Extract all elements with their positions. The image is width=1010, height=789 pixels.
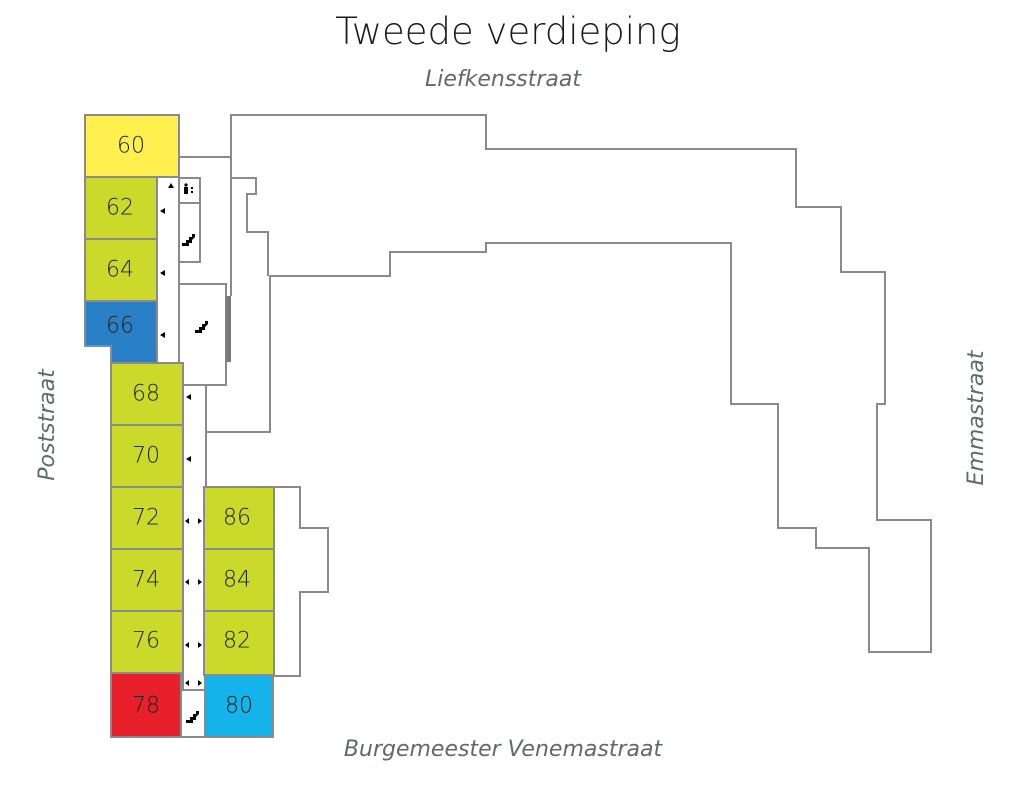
- toilet-icon: [184, 183, 193, 194]
- annex-outline: [273, 486, 329, 677]
- svg-text:82: 82: [223, 629, 251, 654]
- svg-text:78: 78: [132, 694, 160, 719]
- building-outline: [179, 114, 932, 653]
- toilet-room: [178, 177, 201, 204]
- wall-segment: [226, 296, 231, 362]
- stairs-icon: [195, 321, 208, 333]
- arrow-icon: [185, 518, 202, 524]
- stairwell-2: [178, 283, 227, 386]
- unit-84[interactable]: 84: [203, 548, 275, 612]
- unit-62[interactable]: 62: [84, 176, 158, 240]
- svg-text:68: 68: [132, 382, 160, 407]
- svg-text:72: 72: [132, 506, 160, 531]
- arrow-icon: [160, 208, 165, 214]
- arrow-icon: [185, 642, 202, 648]
- unit-70[interactable]: 70: [110, 424, 184, 488]
- arrow-icon: [186, 394, 191, 400]
- unit-68[interactable]: 68: [110, 362, 184, 426]
- unit-80[interactable]: 80: [204, 674, 274, 738]
- svg-text:76: 76: [132, 629, 160, 654]
- unit-60[interactable]: 60: [84, 114, 180, 178]
- svg-text:86: 86: [223, 506, 251, 531]
- svg-text:62: 62: [106, 196, 134, 221]
- svg-text:64: 64: [106, 258, 134, 283]
- unit-78[interactable]: 78: [110, 672, 182, 738]
- arrow-icon: [186, 456, 191, 462]
- stairs-icon: [182, 234, 195, 246]
- arrow-icon: [168, 183, 174, 188]
- unit-86[interactable]: 86: [203, 486, 275, 550]
- svg-text:74: 74: [132, 568, 160, 593]
- svg-text:60: 60: [117, 134, 145, 159]
- unit-82[interactable]: 82: [203, 610, 275, 676]
- stairwell-3: [180, 689, 206, 738]
- svg-text:66: 66: [106, 314, 134, 339]
- arrow-icon: [160, 332, 165, 338]
- street-label-south: Burgemeester Venemastraat: [344, 737, 664, 762]
- unit-76[interactable]: 76: [110, 610, 184, 674]
- unit-64[interactable]: 64: [84, 238, 158, 302]
- arrow-icon: [185, 680, 202, 686]
- stairs-icon: [186, 711, 199, 723]
- corridor-south: [182, 363, 207, 690]
- stairwell-1: [178, 202, 201, 263]
- page-title: Tweede verdieping: [335, 10, 680, 53]
- unit-66[interactable]: 66: [84, 300, 158, 364]
- svg-text:84: 84: [223, 568, 251, 593]
- svg-text:80: 80: [225, 694, 253, 719]
- street-label-east: Emmastraat: [964, 349, 989, 485]
- inner-wall: [231, 177, 269, 276]
- street-label-west: Poststraat: [35, 368, 60, 481]
- unit-74[interactable]: 74: [110, 548, 184, 612]
- arrow-icon: [160, 270, 165, 276]
- svg-text:70: 70: [132, 444, 160, 469]
- street-label-north: Liefkensstraat: [425, 67, 582, 92]
- entrance-arrows: [160, 183, 202, 686]
- unit-72[interactable]: 72: [110, 486, 184, 550]
- arrow-icon: [185, 579, 202, 585]
